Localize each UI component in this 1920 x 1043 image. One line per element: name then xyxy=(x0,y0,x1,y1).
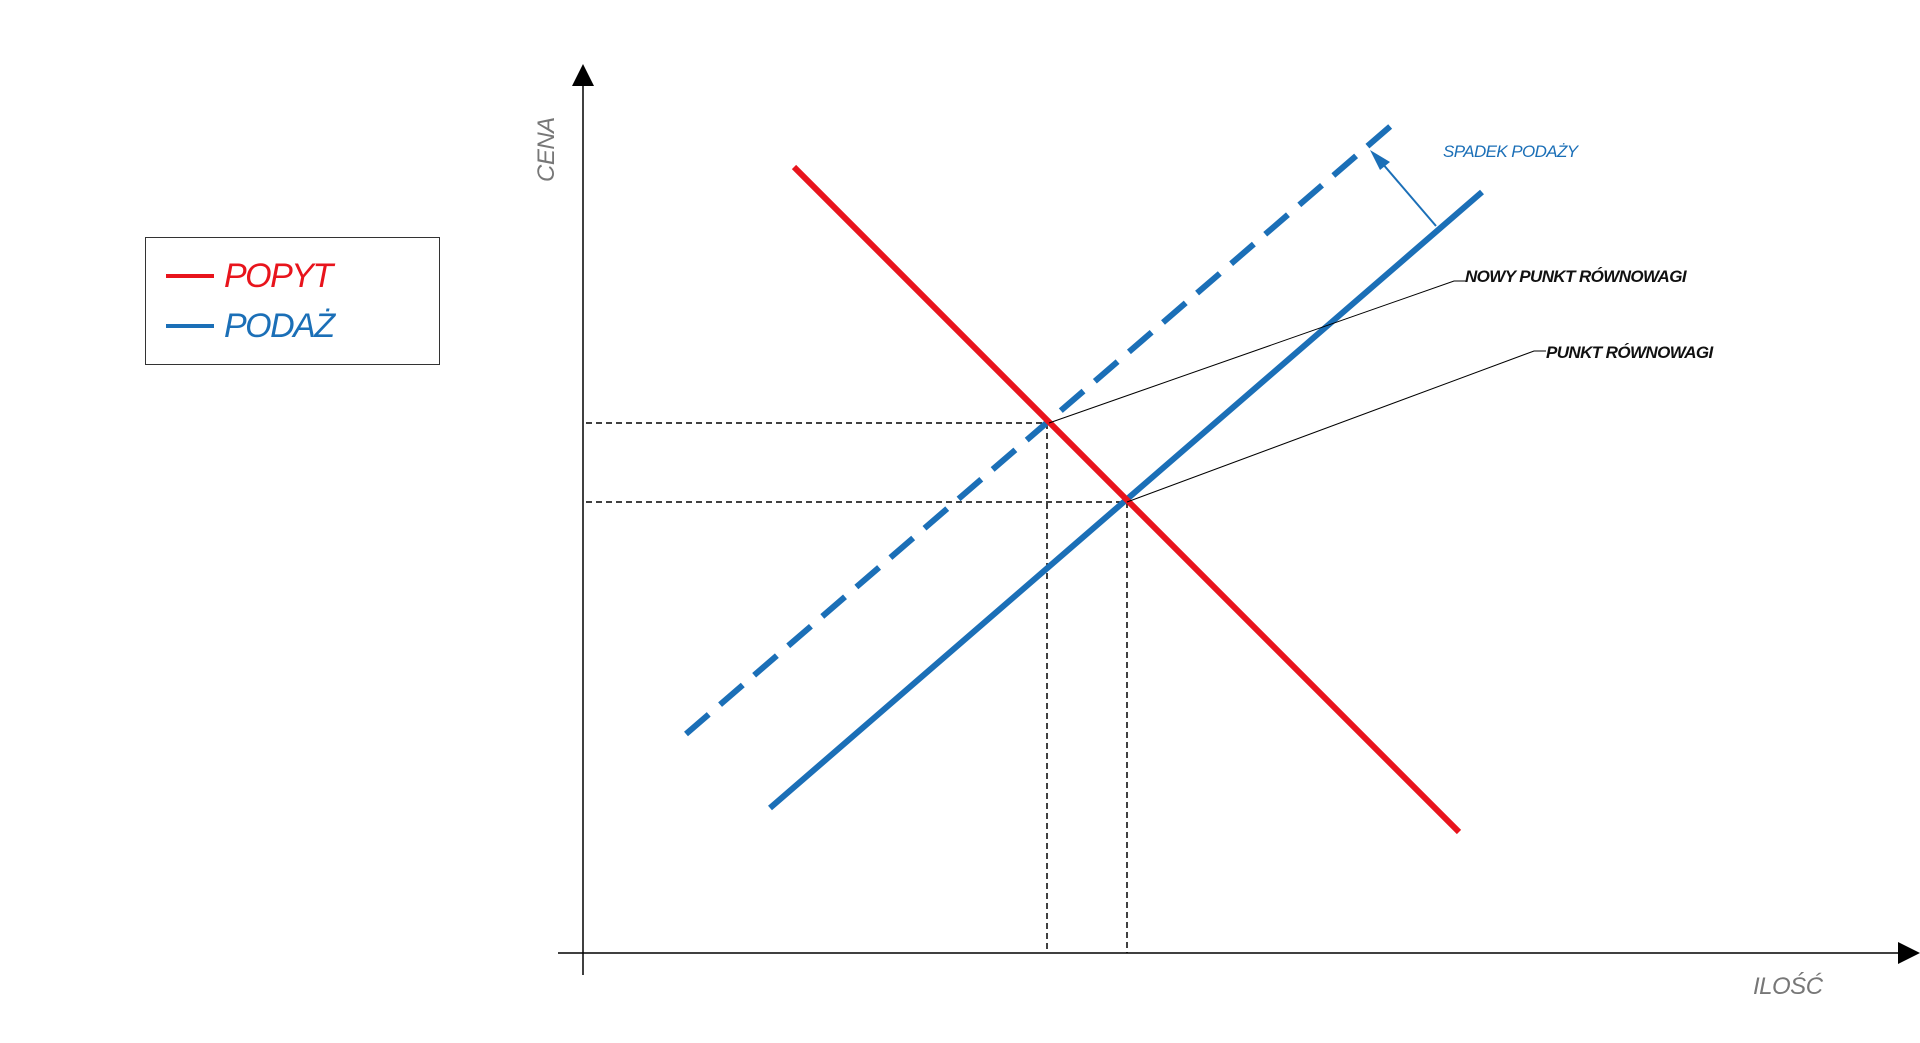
legend-label-demand: POPYT xyxy=(224,257,333,295)
new-equilibrium-leader xyxy=(1048,280,1466,424)
demand-swatch xyxy=(166,274,214,278)
x-axis-arrow-icon xyxy=(1898,942,1920,964)
x-axis-label: ILOŚĆ xyxy=(1753,972,1824,1000)
supply-shift-arrowhead-icon xyxy=(1370,150,1390,170)
legend-label-supply: PODAŻ xyxy=(224,307,335,345)
supply-swatch xyxy=(166,324,214,328)
legend: POPYT PODAŻ xyxy=(145,237,440,365)
demand-curve xyxy=(791,164,1462,835)
equilibrium-guides xyxy=(586,422,1128,953)
shifted-supply-curve xyxy=(684,115,1402,737)
y-axis-label: CENA xyxy=(533,117,560,182)
legend-item-supply: PODAŻ xyxy=(166,306,335,346)
new-equilibrium-label: NOWY PUNKT RÓWNOWAGI xyxy=(1465,267,1688,286)
equilibrium-leader xyxy=(1126,350,1546,503)
supply-shift-label: SPADEK PODAŻY xyxy=(1443,142,1580,161)
equilibrium-label: PUNKT RÓWNOWAGI xyxy=(1546,343,1715,362)
y-axis-arrow-icon xyxy=(572,64,594,86)
axes xyxy=(558,64,1920,975)
supply-shift-arrow xyxy=(1375,155,1437,227)
legend-item-demand: POPYT xyxy=(166,256,333,296)
